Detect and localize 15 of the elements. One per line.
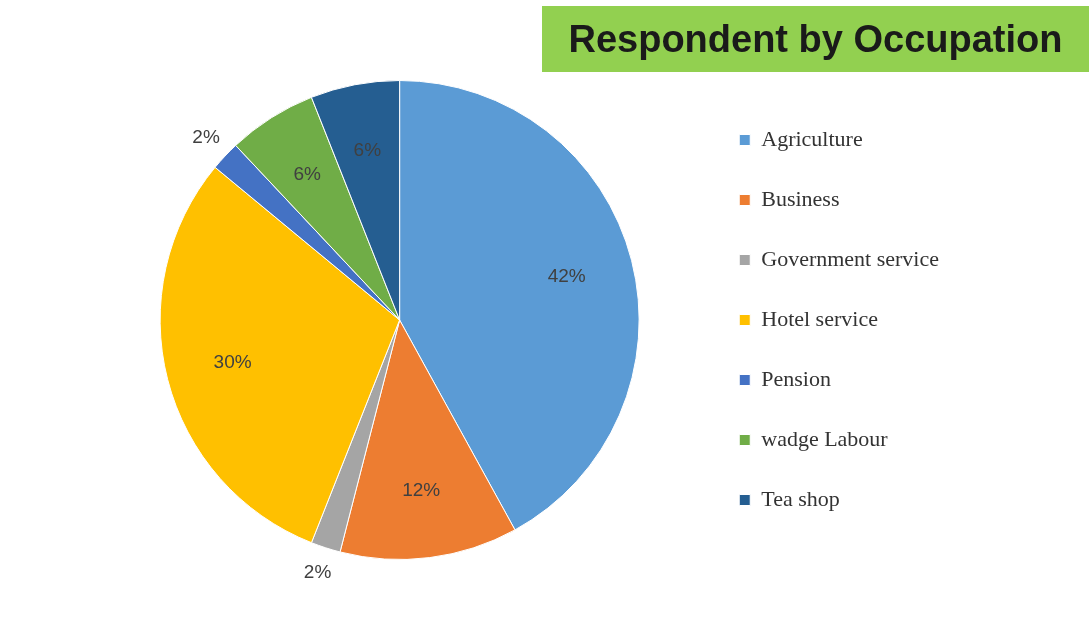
data-label: 12% [402, 479, 441, 501]
data-label: 6% [293, 162, 322, 184]
data-label: 6% [353, 138, 382, 160]
legend-label: Business [761, 185, 840, 211]
data-label: 42% [547, 265, 586, 287]
legend-label: Hotel service [761, 305, 878, 331]
legend-label: Agriculture [761, 125, 863, 151]
data-label: 2% [192, 126, 220, 148]
legend-label: Government service [761, 245, 939, 271]
legend-label: Tea shop [761, 485, 840, 511]
legend-label: Pension [761, 365, 831, 391]
data-label: 2% [303, 560, 332, 582]
legend-label: wadge Labour [761, 425, 889, 451]
data-label: 30% [213, 351, 252, 373]
chart-title: Respondent by Occupation [542, 6, 1089, 72]
